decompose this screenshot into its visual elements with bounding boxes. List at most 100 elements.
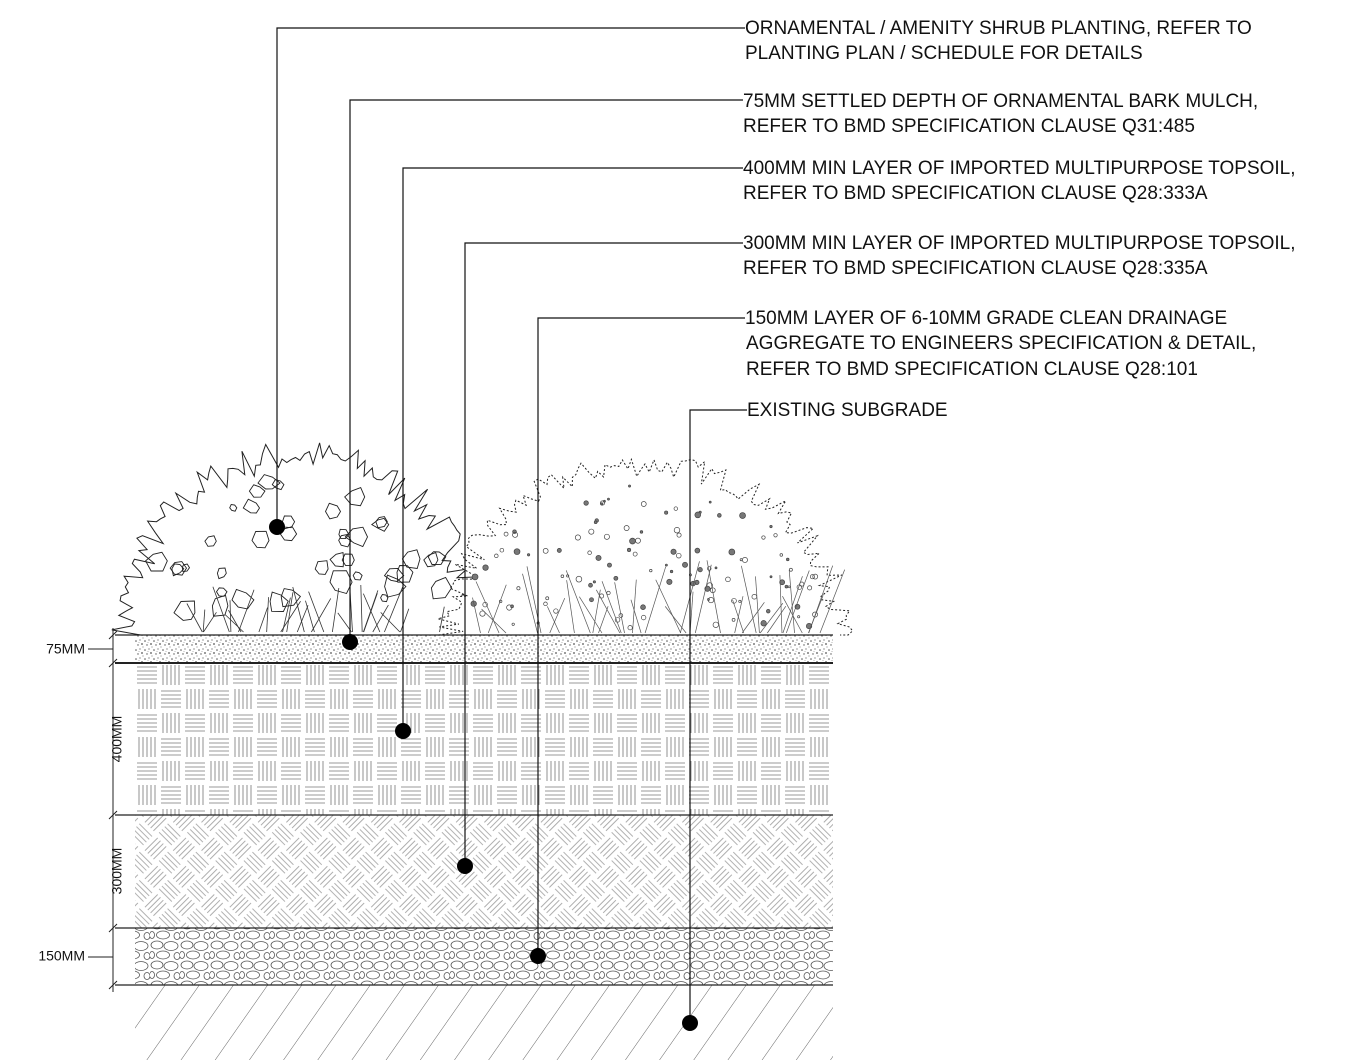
shrub-detail [380, 612, 401, 633]
shrub-detail [731, 618, 736, 622]
subgrade-layer [135, 985, 833, 1060]
shrub-detail [787, 585, 791, 589]
shrub-detail [427, 551, 447, 565]
shrub-detail [673, 527, 681, 534]
shrub-detail [655, 579, 681, 634]
shrub-detail [211, 594, 229, 617]
shrub-detail [344, 526, 368, 548]
shrub-detail [639, 530, 644, 534]
annotation-text: 300MM MIN LAYER OF IMPORTED MULTIPURPOSE… [743, 233, 1296, 254]
shrub-detail [598, 606, 609, 634]
shrub-detail [788, 569, 795, 634]
shrub-detail [362, 593, 381, 633]
shrub-detail [807, 585, 813, 591]
shrub-detail [606, 590, 611, 596]
shrub-detail [173, 600, 196, 621]
shrub-detail [396, 565, 414, 583]
shrub-detail [560, 574, 565, 579]
annotation-text: 75MM SETTLED DEPTH OF ORNAMENTAL BARK MU… [743, 91, 1258, 112]
shrub-detail [623, 525, 630, 531]
shrub-detail [676, 552, 682, 559]
topsoil-400-layer [135, 663, 833, 815]
shrub-detail [266, 597, 269, 633]
shrub-detail [640, 614, 647, 621]
shrub-detail [607, 497, 610, 501]
shrub-detail [769, 575, 773, 579]
shrub-detail [761, 535, 766, 540]
shrub-detail [292, 586, 305, 633]
shrub-detail [542, 548, 549, 554]
shrub-detail [741, 556, 748, 563]
annotation-text: EXISTING SUBGRADE [747, 400, 948, 421]
shrub-detail [565, 570, 591, 634]
shrub-detail [238, 589, 255, 633]
shrub-detail [596, 589, 621, 634]
shrub-detail [607, 562, 612, 568]
shrub-detail [229, 503, 238, 512]
shrub-detail [707, 598, 710, 601]
shrub-detail [242, 498, 261, 514]
shrub-detail [202, 609, 206, 633]
drainage-layer [135, 928, 833, 985]
shrub-detail [556, 548, 562, 553]
annotation-text: ORNAMENTAL / AMENITY SHRUB PLANTING, REF… [745, 18, 1252, 39]
shrub-detail [522, 573, 538, 634]
shrub-detail [707, 566, 712, 571]
dimension-label: 400MM [109, 716, 125, 763]
shrub-detail [344, 487, 366, 507]
shrub-detail [738, 599, 742, 603]
shrub-detail [812, 573, 819, 580]
shrub-detail [430, 576, 453, 600]
shrub-detail [248, 484, 266, 498]
shrub-detail [613, 575, 619, 581]
shrub-detail [782, 576, 803, 634]
shrub-detail [257, 474, 281, 490]
shrub-detail [632, 551, 638, 557]
annotation-text: AGGREGATE TO ENGINEERS SPECIFICATION & D… [746, 333, 1256, 354]
shrub-detail [203, 612, 217, 633]
shrub-detail [579, 596, 603, 634]
shrub-detail [286, 592, 294, 633]
shrub-detail [629, 537, 636, 545]
shrub-detail [708, 500, 712, 504]
shrub-detail [383, 567, 405, 582]
shrub-detail [603, 533, 610, 540]
annotation-text: REFER TO BMD SPECIFICATION CLAUSE Q28:10… [746, 359, 1198, 380]
shrub-detail [725, 576, 731, 583]
shrub-detail [779, 553, 783, 557]
shrub-detail [583, 500, 589, 506]
shrub-detail [311, 598, 332, 633]
shrub-detail [204, 535, 217, 547]
shrub-detail [314, 560, 329, 575]
shrub-detail [329, 570, 353, 595]
dimension-line [88, 628, 118, 992]
shrub-detail [600, 500, 606, 506]
shrub-detail [627, 625, 633, 631]
shrub-detail [789, 567, 793, 572]
shrub-detail [400, 608, 410, 633]
shrub-detail [111, 442, 490, 636]
shrub-planting [111, 442, 854, 636]
shrub-detail [589, 597, 594, 603]
shrub-detail [728, 548, 736, 556]
shrub-detail [472, 597, 481, 634]
shrub-detail [145, 551, 168, 572]
shrub-detail [644, 566, 667, 634]
shrub-detail [670, 548, 677, 555]
shrub-detail [271, 479, 285, 491]
shrub-detail [739, 512, 746, 519]
shrub-detail [363, 590, 379, 633]
shrub-detail [694, 547, 701, 554]
shrub-detail [513, 548, 521, 555]
shrub-detail [231, 588, 255, 610]
shrub-detail [755, 576, 760, 634]
shrub-detail [360, 585, 363, 633]
shrub-detail [588, 528, 595, 535]
shrub-detail [329, 552, 345, 568]
leader-lines [276, 27, 747, 1023]
shrub-detail [809, 574, 815, 580]
shrub-detail [269, 591, 289, 612]
shrub-detail [423, 552, 439, 568]
shrub-detail [375, 516, 388, 529]
